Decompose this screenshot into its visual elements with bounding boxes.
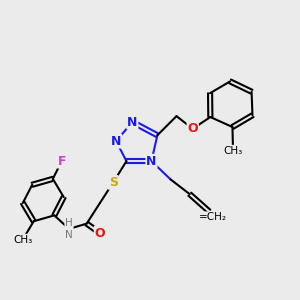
Text: =CH₂: =CH₂ [199, 212, 227, 222]
Text: N: N [111, 135, 121, 148]
Text: CH₃: CH₃ [13, 235, 32, 244]
Text: N: N [127, 116, 137, 128]
Text: O: O [188, 122, 198, 135]
Text: CH₃: CH₃ [224, 146, 243, 156]
Text: N: N [146, 155, 157, 168]
Text: O: O [94, 226, 105, 239]
Text: H
N: H N [65, 218, 73, 240]
Text: S: S [109, 176, 118, 189]
Text: F: F [57, 155, 66, 168]
